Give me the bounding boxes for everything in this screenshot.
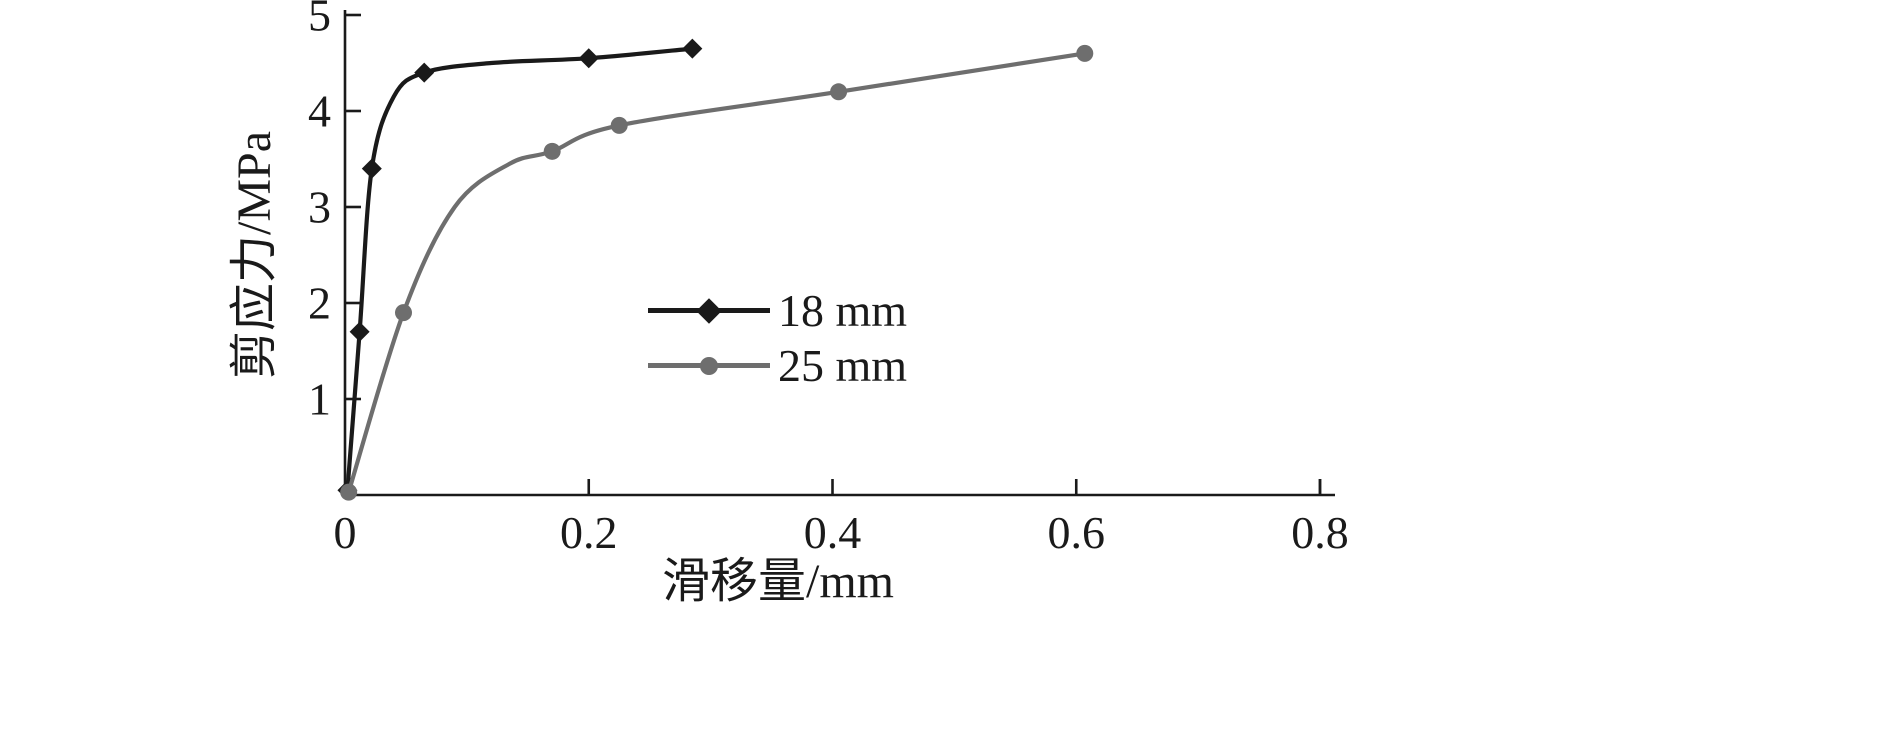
y-axis-title: 剪应力/MPa bbox=[228, 130, 281, 380]
legend-line-circle-icon bbox=[648, 346, 770, 386]
legend: 18 mm 25 mm bbox=[648, 283, 907, 393]
svg-text:0.6: 0.6 bbox=[1048, 507, 1106, 558]
svg-text:1: 1 bbox=[308, 374, 331, 425]
svg-text:0.4: 0.4 bbox=[804, 507, 862, 558]
legend-item-1: 25 mm bbox=[648, 338, 907, 393]
legend-line-diamond-icon bbox=[648, 291, 770, 331]
svg-text:2: 2 bbox=[308, 278, 331, 329]
legend-label: 25 mm bbox=[778, 340, 908, 391]
svg-text:3: 3 bbox=[308, 182, 331, 233]
x-axis-title: 滑移量/mm bbox=[661, 555, 894, 608]
svg-text:0: 0 bbox=[334, 507, 357, 558]
svg-text:4: 4 bbox=[308, 86, 331, 137]
legend-label: 18 mm bbox=[778, 285, 908, 336]
svg-text:0.2: 0.2 bbox=[560, 507, 618, 558]
legend-item-0: 18 mm bbox=[648, 283, 907, 338]
svg-text:5: 5 bbox=[308, 0, 331, 41]
svg-text:0.8: 0.8 bbox=[1291, 507, 1349, 558]
